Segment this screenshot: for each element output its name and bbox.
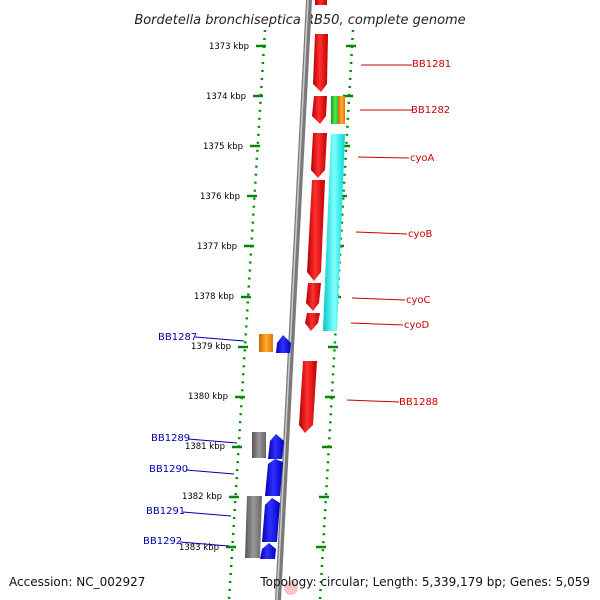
annotation-features — [245, 96, 345, 558]
gene-label[interactable]: BB1289 — [151, 433, 190, 444]
gene-arrow[interactable] — [313, 34, 328, 92]
right-leader-lines — [346, 64, 412, 403]
gene-labels: BB1281 BB1282 cyoA cyoB cyoC cyoD BB1287… — [143, 59, 451, 547]
gene-arrow[interactable] — [312, 96, 327, 124]
ruler-label: 1378 kbp — [194, 292, 234, 302]
gene-arrow[interactable] — [307, 180, 325, 281]
topology-text: Topology: circular; Length: 5,339,179 bp… — [259, 575, 590, 589]
ruler-labels: 1373 kbp 1374 kbp 1375 kbp 1376 kbp 1377… — [179, 42, 249, 553]
gene-label[interactable]: cyoA — [410, 153, 435, 164]
gene-label[interactable]: BB1290 — [149, 464, 188, 475]
genome-backbone — [275, 0, 312, 600]
gene-arrow[interactable] — [315, 0, 327, 5]
gene-arrow[interactable] — [262, 498, 280, 542]
gene-label[interactable]: cyoB — [408, 229, 433, 240]
gene-label[interactable]: BB1292 — [143, 536, 182, 547]
leader-line — [355, 231, 408, 235]
ruler-label: 1376 kbp — [200, 192, 240, 202]
ruler-label: 1382 kbp — [182, 492, 222, 502]
reverse-genes — [260, 335, 291, 559]
ruler-label: 1379 kbp — [191, 342, 231, 352]
green-feature[interactable] — [331, 96, 339, 124]
leader-line — [194, 336, 245, 342]
gene-arrow[interactable] — [265, 459, 283, 496]
gene-label[interactable]: cyoC — [406, 295, 431, 306]
cyan-feature[interactable] — [323, 134, 345, 331]
ruler-label: 1380 kbp — [188, 392, 228, 402]
gene-arrow[interactable] — [306, 283, 321, 311]
gray-feature[interactable] — [252, 432, 266, 458]
map-title: Bordetella bronchiseptica RB50, complete… — [134, 13, 465, 28]
gray-feature[interactable] — [245, 496, 262, 558]
forward-genes — [299, 0, 328, 433]
gene-label[interactable]: BB1281 — [412, 59, 451, 70]
orange-feature[interactable] — [338, 96, 345, 124]
gene-arrow[interactable] — [276, 335, 291, 353]
leader-line — [350, 322, 404, 326]
leader-line — [187, 438, 238, 444]
leader-line — [351, 297, 406, 301]
leader-line — [357, 156, 410, 159]
gene-label[interactable]: BB1288 — [399, 397, 438, 408]
accession-text: Accession: NC_002927 — [9, 575, 145, 589]
ruler-label: 1381 kbp — [185, 442, 225, 452]
leader-line — [185, 469, 235, 475]
gene-arrow[interactable] — [311, 133, 327, 178]
leader-line — [182, 511, 232, 517]
ruler-label: 1373 kbp — [209, 42, 249, 52]
ruler-label: 1377 kbp — [197, 242, 237, 252]
left-leader-lines — [179, 336, 245, 547]
ruler-label: 1374 kbp — [206, 92, 246, 102]
gene-arrow[interactable] — [260, 543, 276, 559]
orange-feature[interactable] — [259, 334, 273, 352]
gene-label[interactable]: cyoD — [404, 320, 430, 331]
gene-arrow[interactable] — [299, 361, 317, 433]
gene-label[interactable]: BB1282 — [411, 105, 450, 116]
genome-backbone-highlight — [276, 0, 309, 600]
gene-arrow[interactable] — [305, 313, 320, 331]
gene-arrow[interactable] — [268, 434, 284, 459]
ruler-ticks — [226, 44, 266, 549]
gene-label[interactable]: BB1287 — [158, 332, 197, 343]
leader-line — [179, 541, 230, 547]
origin-marker — [284, 581, 298, 595]
ruler-label: 1383 kbp — [179, 543, 219, 553]
leader-line — [346, 399, 400, 403]
gene-label[interactable]: BB1291 — [146, 506, 185, 517]
ruler-label: 1375 kbp — [203, 142, 243, 152]
